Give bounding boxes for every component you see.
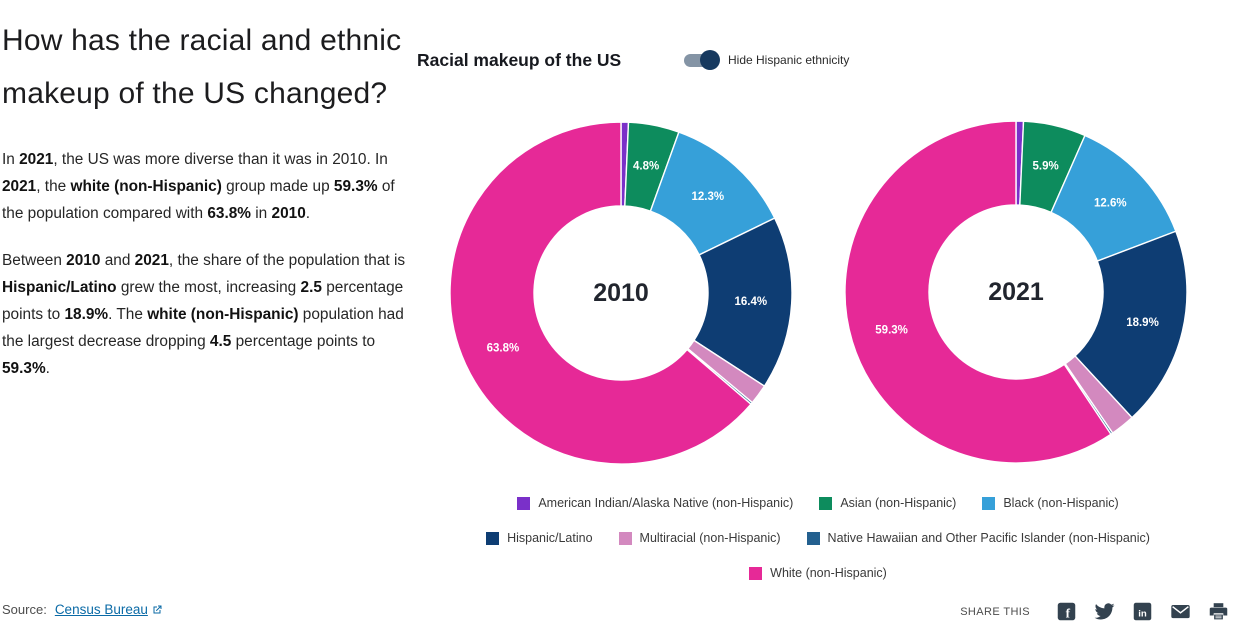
donut-chart-2021: 5.9% 12.6% 18.9% 59.3% 2021 bbox=[844, 120, 1188, 464]
slice-data-label: 12.3% bbox=[691, 191, 724, 203]
legend-item: Multiracial (non-Hispanic) bbox=[618, 531, 781, 545]
slice-data-label: 12.6% bbox=[1094, 198, 1127, 210]
legend-label: Multiracial (non-Hispanic) bbox=[639, 531, 781, 545]
legend-label: Black (non-Hispanic) bbox=[1003, 496, 1119, 510]
legend-swatch-icon bbox=[517, 496, 531, 510]
pie-slice-White (non-Hispanic)[interactable] bbox=[844, 120, 1112, 464]
donut-svg-2021: 5.9% 12.6% 18.9% 59.3% bbox=[844, 120, 1188, 464]
intro-paragraph: Between 2010 and 2021, the share of the … bbox=[2, 252, 406, 377]
share-linkedin-button[interactable] bbox=[1132, 601, 1153, 622]
legend-swatch-icon bbox=[982, 496, 996, 510]
intro-paragraphs: In 2021, the US was more diverse than it… bbox=[2, 146, 406, 382]
share-this-label: SHARE THIS bbox=[960, 605, 1030, 618]
legend-item: Hispanic/Latino bbox=[486, 531, 593, 545]
donut-chart-2010: 4.8% 12.3% 16.4% 63.8% 2010 bbox=[449, 121, 793, 465]
print-icon bbox=[1208, 601, 1229, 622]
legend-row: White (non-Hispanic) bbox=[418, 566, 1218, 580]
legend-item: White (non-Hispanic) bbox=[749, 566, 887, 580]
toggle-track-icon[interactable] bbox=[684, 50, 720, 70]
slice-data-label: 18.9% bbox=[1126, 317, 1159, 329]
legend-swatch-icon bbox=[618, 531, 632, 545]
legend-swatch-icon bbox=[486, 531, 500, 545]
source-link[interactable]: Census Bureau bbox=[55, 602, 163, 617]
legend-label: Hispanic/Latino bbox=[507, 531, 593, 545]
share-print-button[interactable] bbox=[1208, 601, 1229, 622]
legend-item: Native Hawaiian and Other Pacific Island… bbox=[806, 531, 1150, 545]
slice-data-label: 59.3% bbox=[875, 325, 908, 337]
share-twitter-button[interactable] bbox=[1094, 601, 1115, 622]
chart-legend: American Indian/Alaska Native (non-Hispa… bbox=[418, 496, 1218, 580]
legend-row: American Indian/Alaska Native (non-Hispa… bbox=[418, 496, 1218, 510]
external-link-icon bbox=[151, 604, 163, 616]
twitter-icon bbox=[1094, 601, 1115, 622]
toggle-knob-icon bbox=[700, 50, 720, 70]
chart-title: Racial makeup of the US bbox=[417, 50, 622, 70]
toggle-label: Hide Hispanic ethnicity bbox=[728, 53, 850, 67]
legend-label: Asian (non-Hispanic) bbox=[840, 496, 957, 510]
legend-swatch-icon bbox=[749, 566, 763, 580]
page-title: How has the racial and ethnic makeup of … bbox=[2, 24, 402, 110]
hide-hispanic-toggle[interactable]: Hide Hispanic ethnicity bbox=[684, 50, 850, 70]
left-column: How has the racial and ethnic makeup of … bbox=[2, 14, 406, 402]
slice-data-label: 4.8% bbox=[633, 161, 659, 173]
legend-item: American Indian/Alaska Native (non-Hispa… bbox=[517, 496, 793, 510]
source-row: Source: Census Bureau bbox=[2, 602, 163, 617]
legend-item: Asian (non-Hispanic) bbox=[819, 496, 956, 510]
slice-data-label: 16.4% bbox=[734, 296, 767, 308]
legend-swatch-icon bbox=[806, 531, 820, 545]
share-facebook-button[interactable] bbox=[1056, 601, 1077, 622]
slice-data-label: 5.9% bbox=[1032, 160, 1058, 172]
legend-label: White (non-Hispanic) bbox=[770, 566, 887, 580]
share-bar: SHARE THIS bbox=[960, 601, 1229, 622]
legend-item: Black (non-Hispanic) bbox=[982, 496, 1119, 510]
legend-swatch-icon bbox=[819, 496, 833, 510]
pie-slice-White (non-Hispanic)[interactable] bbox=[449, 121, 752, 465]
linkedin-icon bbox=[1132, 601, 1153, 622]
intro-paragraph: In 2021, the US was more diverse than it… bbox=[2, 151, 395, 222]
pie-slice-Hispanic/Latino[interactable] bbox=[693, 217, 793, 388]
legend-row: Hispanic/Latino Multiracial (non-Hispanic… bbox=[418, 531, 1218, 545]
pie-slice-Hispanic/Latino[interactable] bbox=[1074, 230, 1188, 419]
source-label: Source: bbox=[2, 602, 47, 617]
facebook-icon bbox=[1056, 601, 1077, 622]
email-icon bbox=[1170, 601, 1191, 622]
legend-label: American Indian/Alaska Native (non-Hispa… bbox=[538, 496, 794, 510]
source-link-text: Census Bureau bbox=[54, 602, 148, 617]
legend-label: Native Hawaiian and Other Pacific Island… bbox=[827, 531, 1150, 545]
share-email-button[interactable] bbox=[1170, 601, 1191, 622]
donut-svg-2010: 4.8% 12.3% 16.4% 63.8% bbox=[449, 121, 793, 465]
slice-data-label: 63.8% bbox=[487, 342, 520, 354]
